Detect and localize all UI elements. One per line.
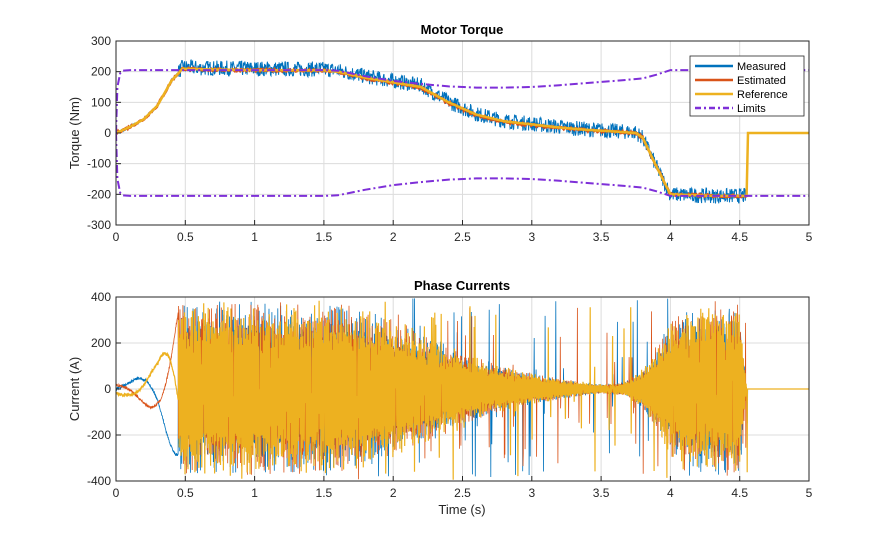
x-tick-label: 5	[806, 486, 813, 500]
x-tick-label: 1.5	[316, 230, 333, 244]
y-tick-label: 200	[91, 65, 111, 79]
y-tick-label: 100	[91, 95, 111, 109]
y-tick-label: 300	[91, 34, 111, 48]
legend-label-limits: Limits	[737, 103, 766, 115]
phase-currents-chart: 0 0.5 1 1.5 2 2.5 3 3.5 4 4.5 5 400 200 0 -200 -400 Pha…	[67, 278, 813, 517]
y-tick-label: -300	[87, 218, 111, 232]
y-tick-label: 0	[104, 126, 111, 140]
y-tick-label: 0	[104, 382, 111, 396]
current-chart-title: Phase Currents	[414, 278, 510, 293]
torque-legend: Measured Estimated Reference Limits	[690, 56, 804, 116]
x-tick-label: 1.5	[316, 486, 333, 500]
x-tick-label: 4	[667, 486, 674, 500]
x-tick-label: 3	[528, 230, 535, 244]
x-tick-label: 0.5	[177, 486, 194, 500]
x-tick-label: 3.5	[593, 486, 610, 500]
x-tick-label: 2.5	[454, 230, 471, 244]
y-tick-label: -200	[87, 187, 111, 201]
x-tick-label: 3	[528, 486, 535, 500]
legend-label-estimated: Estimated	[737, 75, 786, 87]
figure: 0 0.5 1 1.5 2 2.5 3 3.5 4 4.5 53002001000-100-200-…	[0, 0, 895, 540]
x-tick-label: 1	[251, 230, 258, 244]
y-tick-label: 200	[91, 336, 111, 350]
y-tick-label: 400	[91, 290, 111, 304]
y-tick-label: -100	[87, 157, 111, 171]
x-tick-label: 4.5	[731, 486, 748, 500]
y-tick-label: -200	[87, 428, 111, 442]
current-x-axis-label: Time (s)	[438, 502, 485, 517]
x-tick-label: 2.5	[454, 486, 471, 500]
x-tick-label: 0	[113, 486, 120, 500]
x-tick-label: 5	[806, 230, 813, 244]
x-tick-label: 4.5	[731, 230, 748, 244]
torque-chart-title: Motor Torque	[421, 22, 504, 37]
current-y-axis-label: Current (A)	[67, 357, 82, 421]
y-tick-label: -400	[87, 474, 111, 488]
x-tick-label: 4	[667, 230, 674, 244]
motor-torque-chart: 0 0.5 1 1.5 2 2.5 3 3.5 4 4.5 5 300 200 100 0 -100 -200 -…	[67, 22, 813, 244]
x-tick-label: 2	[390, 486, 397, 500]
x-tick-label: 0.5	[177, 230, 194, 244]
x-tick-label: 0	[113, 230, 120, 244]
x-tick-label: 1	[251, 486, 258, 500]
legend-label-measured: Measured	[737, 61, 786, 73]
x-tick-label: 3.5	[593, 230, 610, 244]
x-tick-label: 2	[390, 230, 397, 244]
legend-label-reference: Reference	[737, 89, 788, 101]
torque-y-axis-label: Torque (Nm)	[67, 97, 82, 169]
